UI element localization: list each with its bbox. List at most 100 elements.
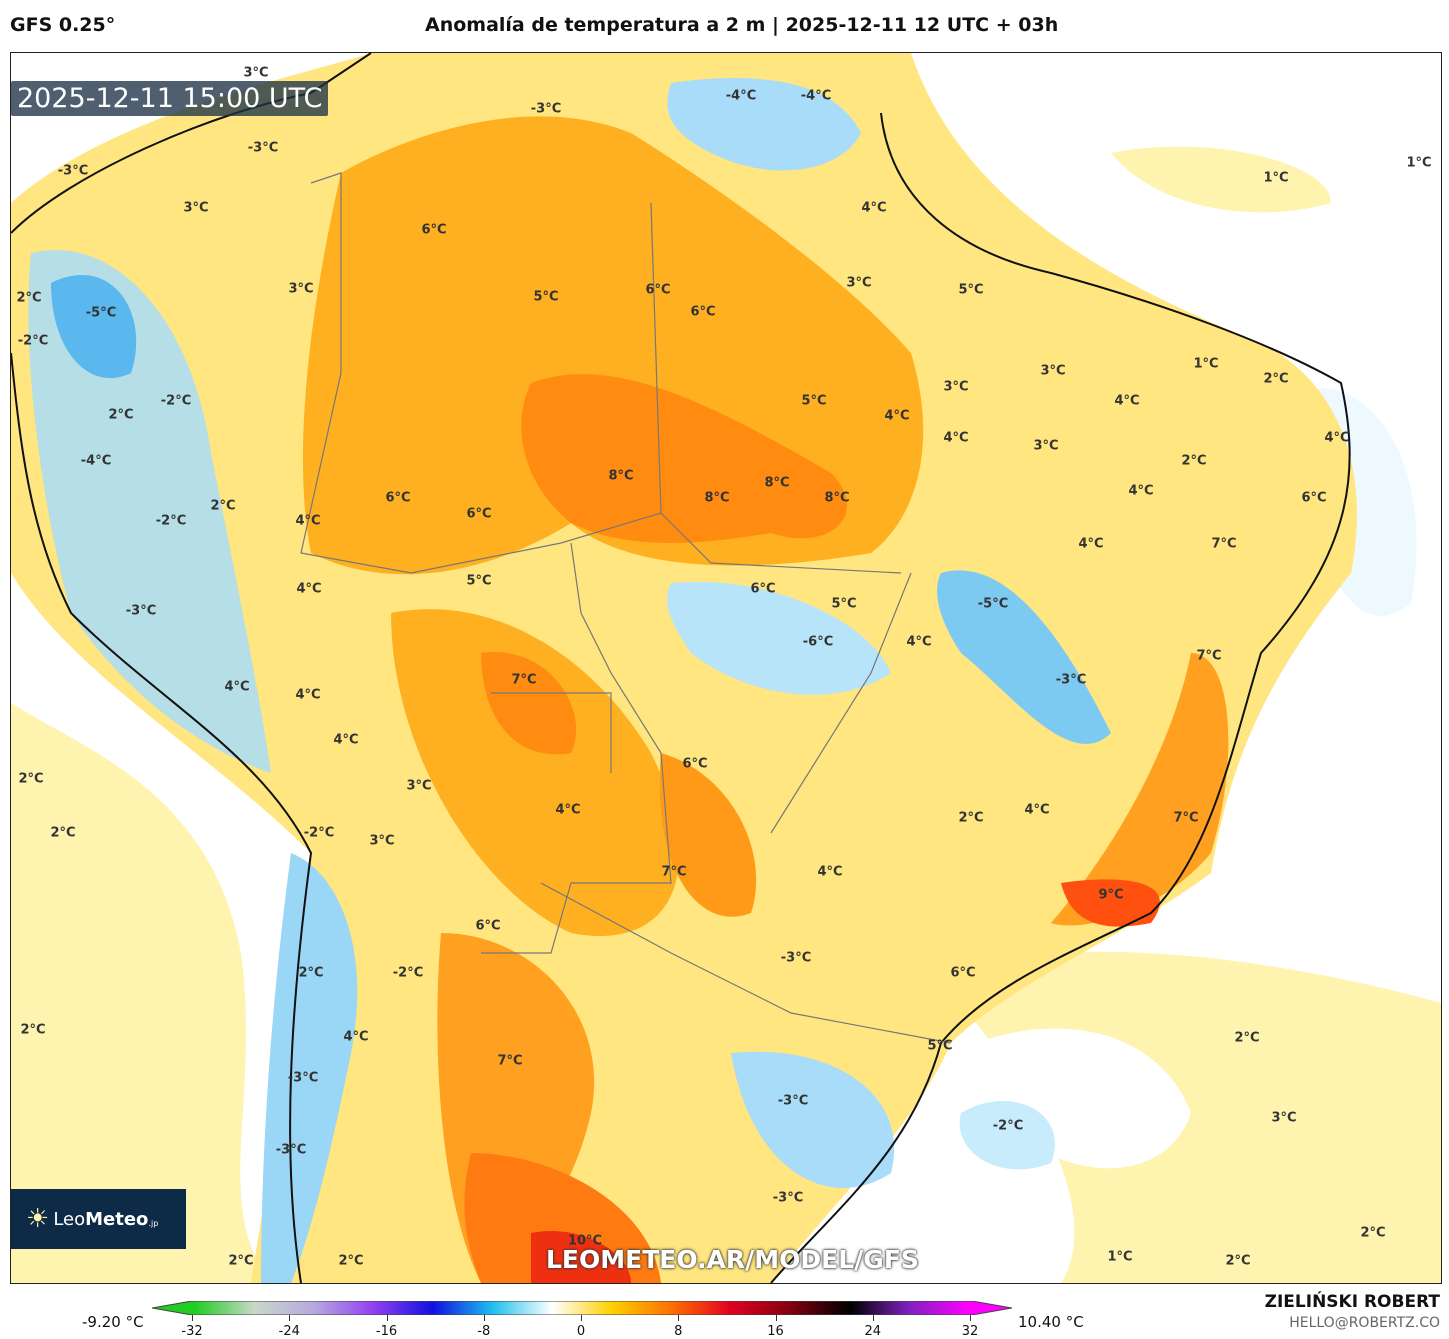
author-name: ZIELIŃSKI ROBERT: [1264, 1292, 1440, 1312]
contour-label: 1°C: [1406, 155, 1432, 171]
contour-label: 3°C: [846, 275, 872, 291]
author-email: HELLO@ROBERTZ.CO: [1289, 1315, 1440, 1331]
contour-label: 4°C: [343, 1029, 369, 1045]
contour-label: 6°C: [690, 304, 716, 320]
contour-label: -5°C: [85, 305, 117, 321]
contour-label: 5°C: [831, 596, 857, 612]
colorbar-tick-mark: [289, 1315, 291, 1321]
contour-label: 4°C: [861, 200, 887, 216]
contour-label: -3°C: [247, 140, 279, 156]
contour-label: 3°C: [943, 379, 969, 395]
contour-label: 2°C: [958, 810, 984, 826]
colorbar-tick-mark: [581, 1315, 582, 1321]
contour-label: 6°C: [475, 918, 501, 934]
valid-time-stamp: 2025-12-11 15:00 UTC: [11, 81, 329, 116]
logo-text-light: Leo: [53, 1208, 86, 1230]
contour-label: -3°C: [287, 1070, 319, 1086]
contour-label: 7°C: [661, 864, 687, 880]
contour-label: 4°C: [1324, 430, 1350, 446]
model-name: GFS 0.25°: [10, 14, 116, 36]
contour-label: 4°C: [817, 864, 843, 880]
watermark: LEOMETEO.AR/MODEL/GFS: [546, 1245, 919, 1274]
contour-label: 7°C: [1173, 810, 1199, 826]
contour-label: 2°C: [1181, 453, 1207, 469]
contour-label: -2°C: [303, 825, 335, 841]
colorbar-tick-mark: [872, 1315, 874, 1321]
contour-label: 5°C: [958, 282, 984, 298]
colorbar-tick-mark: [678, 1315, 680, 1321]
contour-label: 3°C: [406, 778, 432, 794]
contour-label: 2°C: [228, 1253, 254, 1269]
contour-label: 2°C: [1263, 371, 1289, 387]
contour-label: 6°C: [950, 965, 976, 981]
contour-label: -3°C: [57, 163, 89, 179]
contour-label: 6°C: [645, 282, 671, 298]
contour-label: -5°C: [977, 596, 1009, 612]
colorbar-tick-mark: [970, 1315, 971, 1321]
contour-label: 3°C: [1033, 438, 1059, 454]
contour-label: 2°C: [1225, 1253, 1251, 1269]
contour-label: -2°C: [392, 965, 424, 981]
logo-text-bold: Meteo: [85, 1208, 149, 1230]
contour-label: 3°C: [288, 281, 314, 297]
contour-label: 7°C: [497, 1053, 523, 1069]
sun-icon: ☀: [26, 1204, 50, 1234]
contour-label: -3°C: [125, 603, 157, 619]
colorbar-tick-mark: [192, 1315, 193, 1321]
contour-label: 7°C: [1211, 536, 1237, 552]
contour-label: 3°C: [243, 65, 269, 81]
contour-label: 2°C: [50, 825, 76, 841]
colorbar-tick-label: -32: [181, 1324, 203, 1339]
contour-label: 2°C: [338, 1253, 364, 1269]
contour-label: 4°C: [1078, 536, 1104, 552]
land-anomaly: [11, 53, 1357, 1283]
ocean-anomaly: [11, 146, 1441, 1283]
contour-label: -3°C: [777, 1093, 809, 1109]
contour-label: -3°C: [530, 101, 562, 117]
contour-label: -3°C: [772, 1190, 804, 1206]
contour-label: -2°C: [155, 513, 187, 529]
colorbar: [152, 1301, 1012, 1315]
colorbar-tick-mark: [483, 1315, 485, 1321]
colorbar-tick-label: -16: [375, 1324, 398, 1339]
contour-label: 6°C: [385, 490, 411, 506]
contour-label: 9°C: [1098, 887, 1124, 903]
contour-label: 8°C: [824, 490, 850, 506]
contour-label: 6°C: [750, 581, 776, 597]
contour-label: -2°C: [160, 393, 192, 409]
colorbar-tick-label: 32: [961, 1324, 979, 1339]
colorbar-tick-label: 16: [767, 1324, 784, 1339]
contour-label: 8°C: [764, 475, 790, 491]
contour-label: 6°C: [466, 506, 492, 522]
contour-label: 5°C: [466, 573, 492, 589]
contour-label: 2°C: [20, 1022, 46, 1038]
contour-label: 2°C: [18, 771, 44, 787]
contour-label: 4°C: [295, 687, 321, 703]
contour-label: 4°C: [224, 679, 250, 695]
contour-label: 2°C: [108, 407, 134, 423]
contour-label: 4°C: [333, 732, 359, 748]
contour-label: 2°C: [1234, 1030, 1260, 1046]
contour-label: 3°C: [1040, 363, 1066, 379]
contour-label: -4°C: [725, 88, 757, 104]
map-title: Anomalía de temperatura a 2 m | 2025-12-…: [425, 14, 1059, 36]
contour-label: -3°C: [275, 1142, 307, 1158]
contour-label: -2°C: [17, 333, 49, 349]
contour-label: 3°C: [1271, 1110, 1297, 1126]
contour-label: -6°C: [802, 634, 834, 650]
contour-label: -3°C: [1055, 672, 1087, 688]
temperature-anomaly-map: 3°C -3°C -4°C -4°C -3°C -3°C 3°C 6°C 4°C 1°C 1°C 2°…: [10, 52, 1442, 1284]
contour-label: 8°C: [608, 468, 634, 484]
contour-label: 6°C: [1301, 490, 1327, 506]
contour-label: 5°C: [801, 393, 827, 409]
contour-label: -4°C: [800, 88, 832, 104]
colorbar-tick-label: 8: [674, 1324, 683, 1339]
contour-label: 4°C: [943, 430, 969, 446]
contour-label: 2°C: [1360, 1225, 1386, 1241]
contour-label: 7°C: [511, 672, 537, 688]
contour-label: 4°C: [1114, 393, 1140, 409]
contour-label: 4°C: [884, 408, 910, 424]
contour-label: 10°C: [567, 1233, 603, 1249]
contour-label: 1°C: [1193, 356, 1219, 372]
contour-label: 4°C: [555, 802, 581, 818]
